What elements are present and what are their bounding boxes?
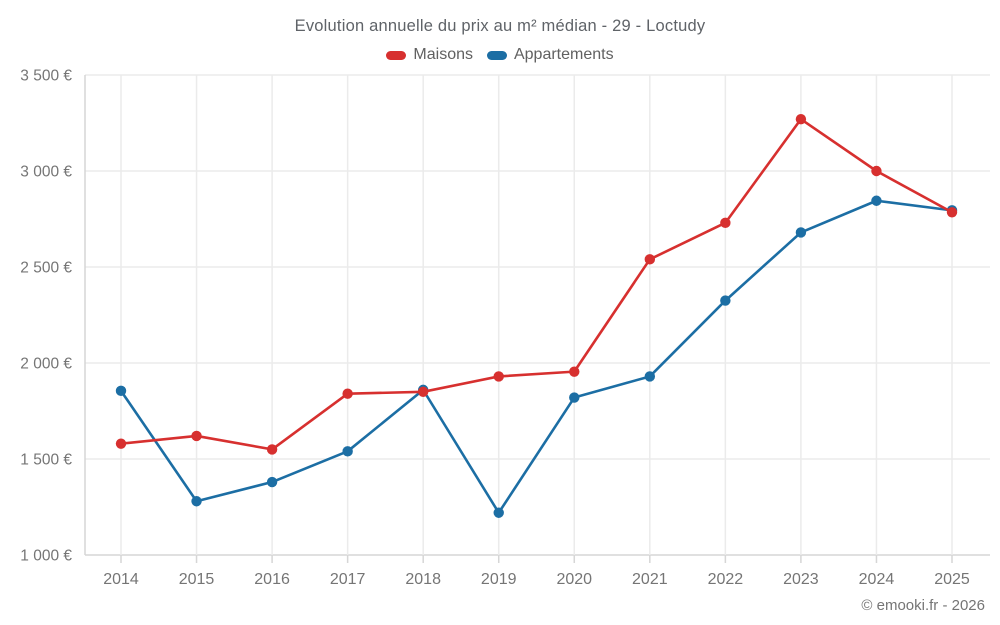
data-point-appartements-2023[interactable]	[795, 227, 807, 238]
x-tick-label: 2021	[632, 571, 668, 588]
x-tick-label: 2022	[708, 571, 744, 588]
data-point-maisons-2017[interactable]	[342, 388, 353, 399]
y-tick-label: 2 500 €	[20, 260, 72, 277]
x-tick-label: 2016	[254, 571, 290, 588]
y-tick-label: 2 000 €	[20, 356, 72, 373]
data-point-maisons-2021[interactable]	[644, 254, 656, 265]
series-line-appartements	[119, 199, 954, 515]
watermark-credit: © emooki.fr - 2026	[861, 597, 985, 614]
series-line-maisons	[119, 117, 954, 451]
x-tick-label: 2014	[103, 571, 139, 588]
data-point-maisons-2019[interactable]	[493, 371, 504, 382]
data-point-appartements-2020[interactable]	[569, 392, 580, 403]
x-tick-label: 2020	[556, 571, 592, 588]
data-point-maisons-2016[interactable]	[266, 444, 278, 455]
data-point-appartements-2017[interactable]	[342, 446, 353, 457]
data-point-appartements-2014[interactable]	[115, 385, 127, 397]
x-tick-label: 2015	[179, 571, 215, 588]
legend-label-maisons: Maisons	[413, 46, 473, 63]
data-point-maisons-2014[interactable]	[115, 438, 127, 449]
legend-item-maisons[interactable]: Maisons	[386, 46, 473, 64]
data-point-maisons-2023[interactable]	[795, 113, 807, 125]
data-point-appartements-2016[interactable]	[266, 476, 278, 488]
y-tick-label: 1 500 €	[20, 452, 72, 469]
data-point-appartements-2019[interactable]	[493, 507, 504, 518]
x-tick-label: 2017	[330, 571, 366, 588]
x-tick-label: 2023	[783, 571, 819, 588]
legend: Maisons Appartements	[0, 46, 1000, 64]
y-tick-label: 1 000 €	[20, 548, 72, 565]
data-point-maisons-2022[interactable]	[720, 217, 731, 229]
data-point-appartements-2022[interactable]	[720, 295, 731, 306]
appartements-swatch-icon	[486, 50, 507, 60]
y-tick-label: 3 500 €	[20, 68, 72, 85]
data-point-maisons-2018[interactable]	[417, 386, 429, 397]
x-tick-label: 2018	[405, 571, 441, 588]
y-tick-label: 3 000 €	[20, 164, 72, 181]
x-tick-label: 2025	[934, 571, 970, 588]
data-point-maisons-2025[interactable]	[946, 207, 958, 218]
x-tick-label: 2019	[481, 571, 517, 588]
data-point-maisons-2015[interactable]	[191, 430, 202, 442]
data-point-maisons-2024[interactable]	[871, 165, 882, 177]
legend-item-appartements[interactable]: Appartements	[486, 46, 614, 64]
data-point-appartements-2021[interactable]	[644, 371, 656, 382]
data-point-appartements-2024[interactable]	[871, 195, 882, 206]
maisons-swatch-icon	[386, 50, 407, 60]
legend-label-appartements: Appartements	[513, 46, 614, 63]
data-point-maisons-2020[interactable]	[569, 366, 580, 377]
x-tick-label: 2024	[859, 571, 895, 588]
chart-title: Evolution annuelle du prix au m² médian …	[294, 17, 706, 35]
data-point-appartements-2015[interactable]	[191, 496, 202, 507]
